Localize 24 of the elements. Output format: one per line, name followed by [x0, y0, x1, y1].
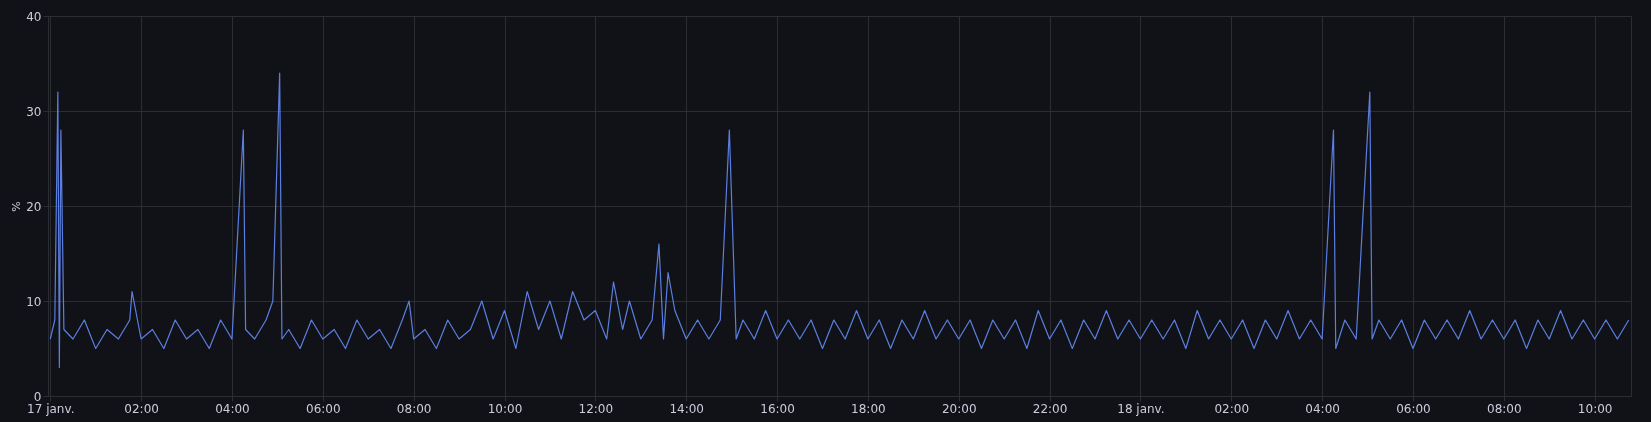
- x-tick-label: 02:00: [1214, 401, 1250, 416]
- x-tick-label: 17 janv.: [27, 401, 75, 416]
- x-tick-label: 18 janv.: [1117, 401, 1165, 416]
- x-tick-label: 10:00: [1577, 401, 1613, 416]
- x-tick-label: 02:00: [124, 401, 159, 416]
- y-tick-label: 10: [26, 294, 42, 309]
- x-tick-label: 04:00: [1305, 401, 1340, 416]
- x-tick-label: 04:00: [215, 401, 250, 416]
- x-tick-label: 18:00: [851, 401, 886, 416]
- y-tick-label: 30: [26, 104, 42, 119]
- x-tick-label: 10:00: [487, 401, 523, 416]
- x-tick-label: 12:00: [578, 401, 614, 416]
- y-tick-label: 20: [26, 199, 42, 214]
- x-tick-label: 14:00: [669, 401, 704, 416]
- x-tick-label: 06:00: [1396, 401, 1431, 416]
- x-tick-label: 16:00: [760, 401, 795, 416]
- x-tick-label: 08:00: [396, 401, 432, 416]
- x-tick-label: 08:00: [1487, 401, 1522, 416]
- x-tick-label: 22:00: [1032, 401, 1068, 416]
- x-tick-label: 06:00: [306, 401, 341, 416]
- x-tick-label: 20:00: [941, 401, 977, 416]
- y-tick-label: 40: [26, 9, 42, 24]
- y-axis-title: %: [10, 201, 24, 212]
- y-tick-label: 0: [33, 389, 42, 404]
